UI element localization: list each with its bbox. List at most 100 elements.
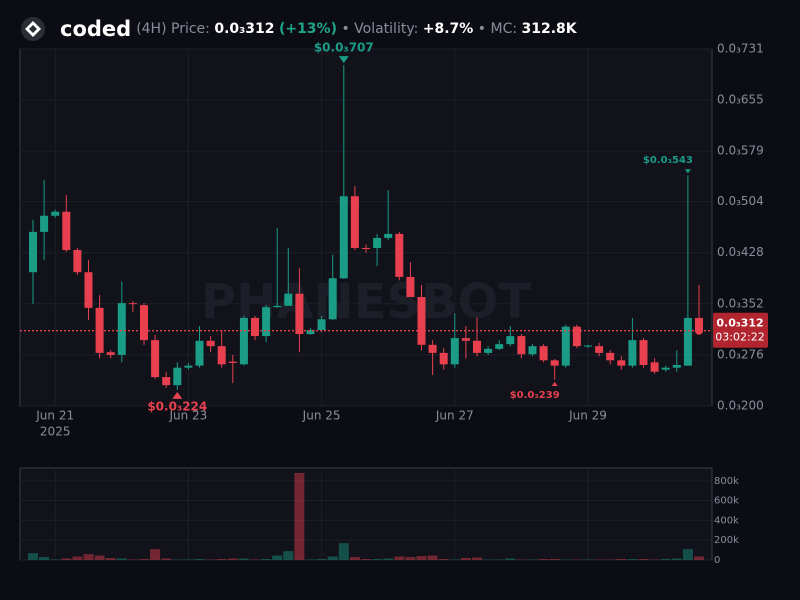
candle-body [217,346,226,365]
volume-bar [361,559,371,560]
volume-tick-label: 600k [714,496,739,507]
volume-bar [294,472,305,560]
annotation-arrow [684,169,691,174]
candle-body [650,362,659,372]
volume-panel [19,467,713,561]
volume-bar [316,559,327,560]
annotation-label: $0.0₃239 [510,390,560,401]
volume-bar [194,559,205,560]
annotation-arrow [551,381,558,386]
volume-bar [627,559,638,560]
candle-body [606,352,615,361]
annotation-label: $0.0₃707 [314,41,374,55]
candle-body [595,346,604,353]
annotation-label: $0.0₃224 [147,399,207,413]
y-tick-label: 0.0₃731 [717,42,764,56]
candle-body [206,340,215,347]
candle-body [539,346,548,361]
volume-bar [216,559,227,560]
volume-bar [616,559,627,560]
candle-body [428,344,437,353]
annotation-arrow [172,391,183,399]
candle-body [284,293,293,306]
candle-body [395,233,404,277]
volatility: +8.7% [422,21,474,37]
candle-body [95,307,104,353]
volume-tick-label: 800k [714,476,739,487]
candle-body [362,248,370,250]
volume-bar [61,558,72,560]
last-price-label: 0.0₃312 [716,317,763,330]
candle-body [140,305,148,341]
candle-body [51,211,60,216]
candle-body [173,367,182,386]
volume-bar [83,554,94,560]
candle-body [439,352,448,365]
candle-body [384,233,393,238]
candle-body [450,338,459,365]
candle-body [128,303,137,305]
volume-bar [383,558,394,560]
y-tick-label: 0.0₃352 [717,296,764,310]
candle-body [151,340,160,378]
x-tick-label: Jun 27 [435,409,474,423]
x-tick-label: Jun 23 [168,409,207,423]
candle-body [339,196,348,279]
volume-bar [272,555,283,560]
x-year-label: 2025 [40,425,71,439]
candle-body [506,336,515,345]
candle-body [517,336,526,355]
volume-bar [472,557,482,560]
candle-body [572,326,581,347]
volume-tick-label: 400k [714,515,739,526]
countdown: 03:02:22 [715,331,764,344]
volume-bar [28,553,38,560]
candle-body [195,340,204,366]
candle-body [162,377,171,386]
volume-bar [105,558,116,560]
x-tick-label: Jun 25 [302,409,341,423]
candle-body [561,326,570,366]
logo [21,17,45,41]
volume-bar [460,558,471,560]
x-tick-label: Jun 21 [35,409,74,423]
volume-tick-label: 200k [714,535,739,546]
candle-body [84,272,93,308]
candle-body [328,278,337,320]
candle-body [683,317,692,366]
candle-body [672,364,681,368]
volume-bar [682,549,693,560]
candle-body [40,215,49,232]
token-name: coded [60,17,132,41]
candle-body [461,338,470,341]
volume-tick-label: 0 [714,555,720,566]
volume-bar [438,559,449,560]
price: 0.0₃312 [214,21,275,37]
watermark: PHANESBOT [201,274,531,330]
volume-bar [150,549,161,560]
volume-bar [227,558,238,560]
candle-body [73,250,82,273]
candle-body [528,346,537,355]
candle-body [639,340,648,365]
y-tick-label: 0.0₃504 [717,194,764,208]
volume-bar [283,551,294,560]
candle-body [262,307,271,337]
candle-body [495,344,504,349]
volume-bar [694,556,704,560]
volume-bar [394,556,405,560]
volatility-label: • Volatility: [341,21,419,37]
candle-body [295,293,304,335]
volume-bar [261,559,272,560]
candle-body [617,360,626,366]
volume-bar [671,558,682,560]
volume-bar [327,556,338,560]
candle-body [239,317,248,365]
volume-bar [349,557,360,560]
candle-body [628,340,637,366]
candle-body [62,211,71,251]
candle-body [317,319,326,331]
y-tick-label: 0.0₃655 [717,93,764,107]
